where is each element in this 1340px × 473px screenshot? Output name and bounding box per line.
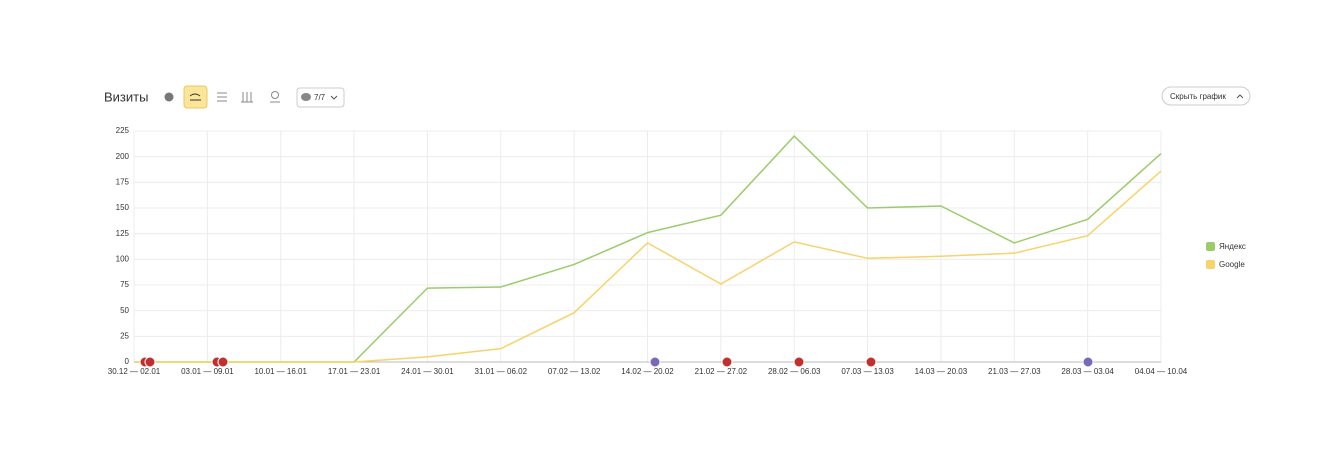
x-tick-label: 17.01 — 23.01 [328,367,381,376]
bar-icon[interactable] [241,92,253,103]
event-marker [144,356,156,368]
legend-label: Google [1219,260,1245,269]
y-tick-label: 150 [116,203,130,212]
area-icon[interactable] [217,92,227,102]
y-tick-label: 175 [116,177,130,186]
y-tick-label: 75 [120,280,129,289]
hide-chart-label: Скрыть график [1170,92,1226,101]
event-marker [721,356,733,368]
legend-label: Яндекс [1219,242,1246,251]
notes-count: 7/7 [314,93,326,102]
event-marker [793,356,805,368]
event-marker [1082,356,1094,368]
legend-swatch [1206,242,1215,251]
series-line [134,170,1162,363]
pie-icon[interactable] [164,92,174,102]
event-marker [649,356,661,368]
x-tick-label: 28.03 — 03.04 [1061,367,1114,376]
hide-chart-button[interactable] [1161,86,1251,106]
x-tick-label: 14.03 — 20.03 [915,367,968,376]
x-tick-label: 07.02 — 13.02 [548,367,601,376]
x-tick-label: 30.12 — 02.01 [108,367,161,376]
chart-type-icons [164,85,280,109]
x-tick-label: 24.01 — 30.01 [401,367,454,376]
y-tick-label: 50 [120,306,129,315]
x-tick-label: 21.03 — 27.03 [988,367,1041,376]
event-marker [865,356,877,368]
map-icon[interactable] [271,91,279,99]
line-icon[interactable] [183,85,208,109]
x-tick-label: 07.03 — 13.03 [841,367,894,376]
x-tick-label: 14.02 — 20.02 [621,367,674,376]
y-tick-label: 25 [120,331,129,340]
y-tick-label: 100 [116,254,130,263]
x-tick-label: 03.01 — 09.01 [181,367,234,376]
x-tick-label: 04.04 — 10.04 [1135,367,1188,376]
y-tick-label: 200 [116,152,130,161]
title: Визиты [104,89,148,104]
y-tick-label: 125 [116,229,130,238]
y-tick-label: 0 [125,357,130,366]
y-tick-label: 225 [116,126,130,135]
legend-swatch [1206,260,1215,269]
x-tick-label: 10.01 — 16.01 [254,367,307,376]
x-tick-label: 21.02 — 27.02 [695,367,748,376]
event-marker [217,356,229,368]
x-tick-label: 28.02 — 06.03 [768,367,821,376]
x-tick-label: 31.01 — 06.02 [475,367,528,376]
notes-button[interactable] [296,87,345,108]
